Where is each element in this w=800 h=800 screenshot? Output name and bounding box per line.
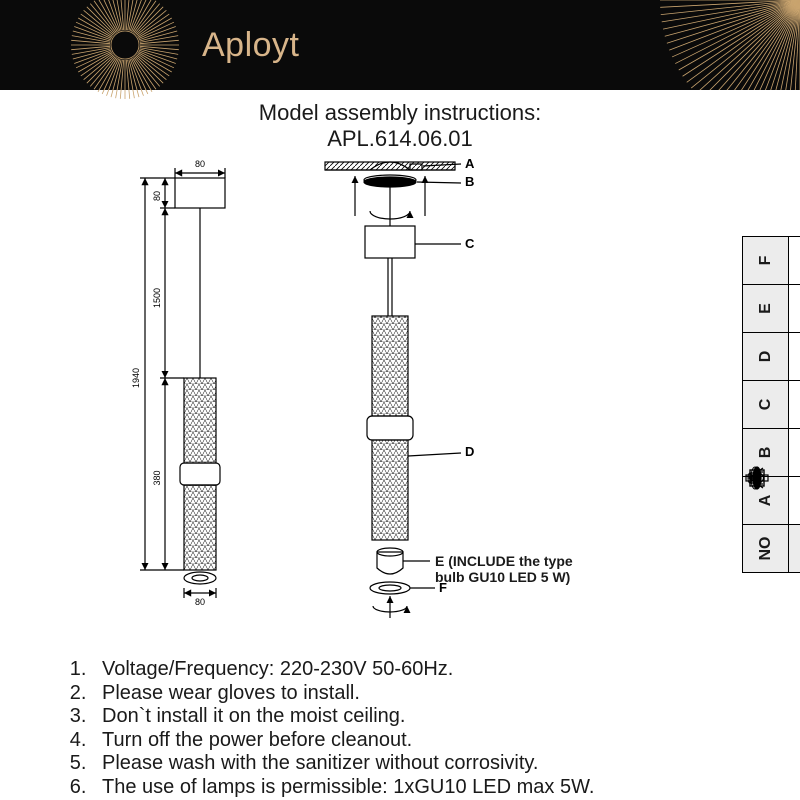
table-row: NO A B C D E F [743, 237, 789, 573]
svg-text:80: 80 [152, 191, 162, 201]
label-E-line2: bulb GU10 LED 5 W) [435, 569, 570, 585]
cell-no: NO [743, 525, 789, 573]
title-line2: APL.614.06.01 [0, 126, 800, 152]
cell-E: E [743, 285, 789, 333]
cell-F: F [743, 237, 789, 285]
svg-text:1500: 1500 [152, 288, 162, 308]
svg-text:80: 80 [195, 159, 205, 169]
svg-text:1940: 1940 [131, 368, 141, 388]
instructions: Voltage/Frequency: 220-230V 50-60Hz.Plea… [60, 658, 594, 800]
svg-text:B: B [465, 174, 474, 189]
item-C-icon [789, 381, 800, 429]
sunburst-logo [70, 0, 180, 100]
item-F-icon [789, 237, 800, 285]
title-line1: Model assembly instructions: [0, 100, 800, 126]
svg-text:380: 380 [152, 470, 162, 485]
label-E-line1: E (INCLUDE the type [435, 553, 573, 569]
diagram-area: 80 80 80 1500 [0, 156, 800, 626]
parts-table: NO A B C D E F ITEM QTY 1pcs 1pcs 1pcs 1… [742, 236, 800, 573]
corner-rays [650, 0, 800, 90]
instruction-item: Please wash with the sanitizer without c… [92, 752, 594, 776]
table-row: ITEM [789, 237, 800, 573]
instruction-item: The use of lamps is permissible: 1xGU10 … [92, 776, 594, 800]
instruction-item: Voltage/Frequency: 220-230V 50-60Hz. [92, 658, 594, 682]
header: Aployt [0, 0, 800, 90]
item-E-icon [789, 285, 800, 333]
label-E: E (INCLUDE the type bulb GU10 LED 5 W) [435, 553, 573, 585]
brand-name: Aployt [202, 26, 300, 65]
instruction-item: Turn off the power before cleanout. [92, 729, 594, 753]
svg-text:80: 80 [195, 597, 205, 607]
cell-C: C [743, 381, 789, 429]
item-D-icon [789, 333, 800, 381]
item-A-icon [789, 477, 800, 525]
cell-D: D [743, 333, 789, 381]
row-item-label: ITEM [789, 525, 800, 573]
svg-text:A: A [465, 156, 475, 171]
title-block: Model assembly instructions: APL.614.06.… [0, 100, 800, 152]
instruction-item: Don`t install it on the moist ceiling. [92, 705, 594, 729]
svg-text:D: D [465, 444, 474, 459]
svg-text:C: C [465, 236, 475, 251]
instruction-item: Please wear gloves to install. [92, 682, 594, 706]
item-B-icon [789, 429, 800, 477]
